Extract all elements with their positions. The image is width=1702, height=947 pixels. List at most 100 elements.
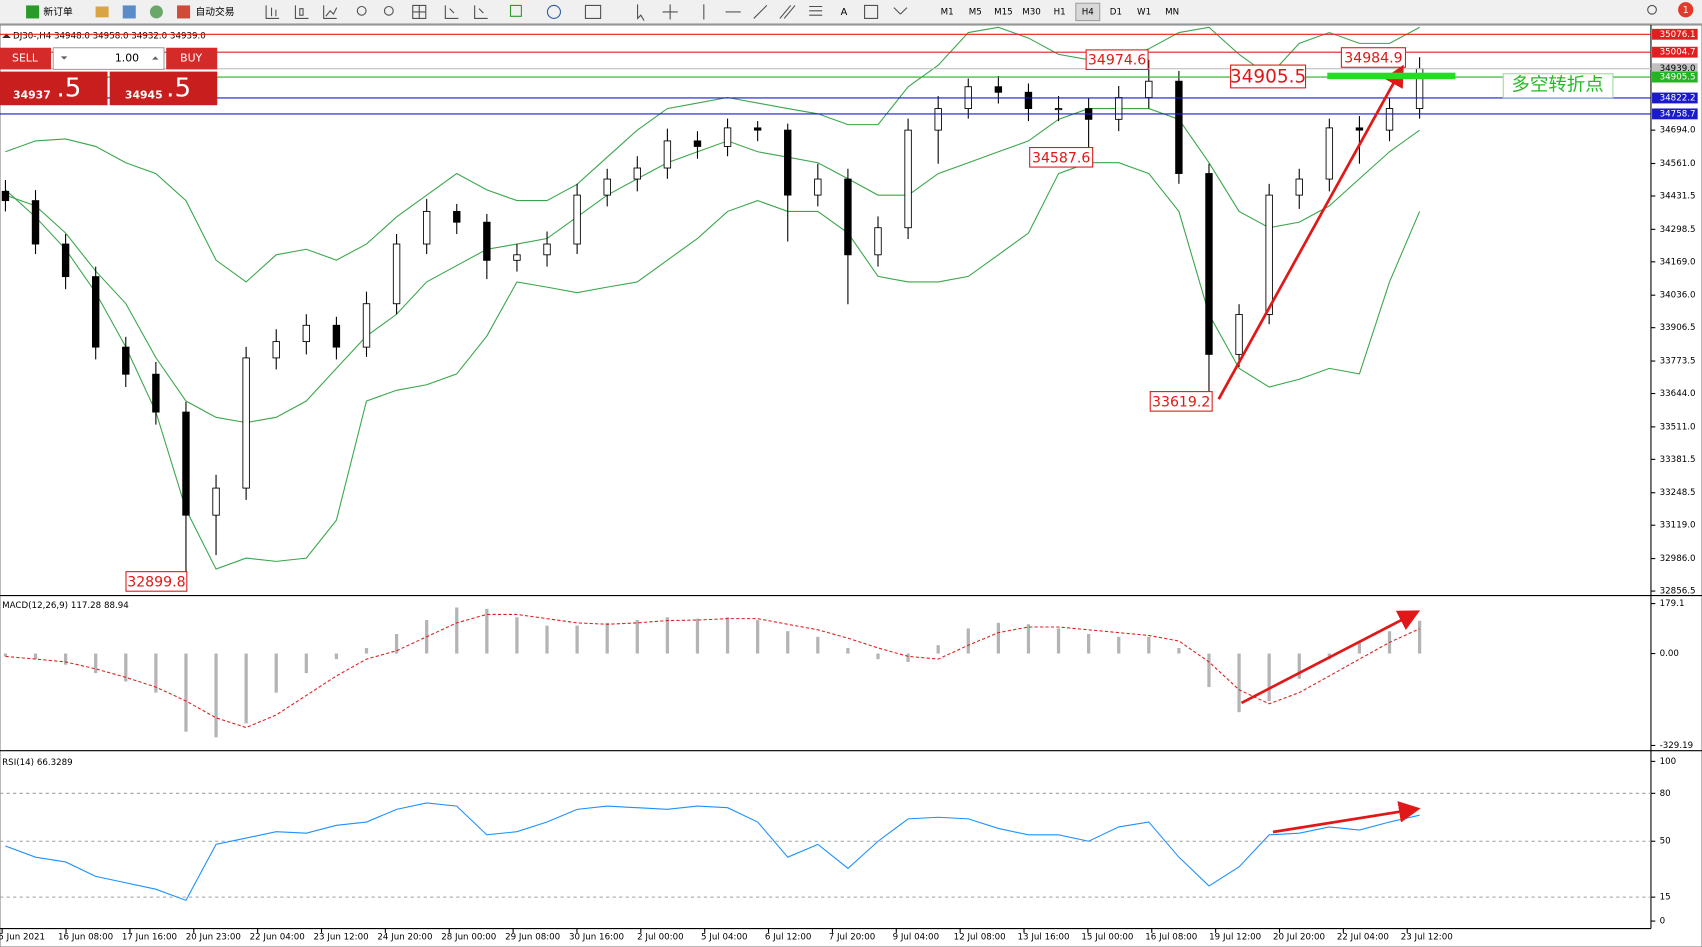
x-tick-label: 13 Jul 16:00 — [1018, 933, 1070, 943]
lot-down[interactable] — [60, 56, 68, 60]
buy-price[interactable]: 34945 — [125, 88, 163, 101]
tool-icon[interactable] — [122, 5, 136, 19]
candle-body — [332, 324, 341, 348]
timeframe-button[interactable]: M15 — [994, 7, 1013, 17]
candle-body — [513, 254, 521, 261]
sell-button[interactable] — [0, 47, 52, 70]
macd-bar — [936, 645, 940, 654]
x-tick-label: 23 Jun 12:00 — [313, 933, 368, 943]
line-icon[interactable] — [323, 5, 338, 19]
new-order-icon[interactable] — [26, 5, 40, 19]
candle-body — [1265, 194, 1273, 315]
candle-body — [242, 357, 250, 489]
lot-up[interactable] — [152, 56, 159, 60]
candle-body — [1145, 80, 1153, 98]
new-order-button[interactable]: 新订单 — [43, 5, 73, 18]
candle-body — [844, 178, 852, 256]
timeframe-button[interactable]: H4 — [1082, 7, 1095, 17]
timeframe-button[interactable]: W1 — [1137, 7, 1151, 17]
fibo-icon[interactable] — [809, 5, 823, 16]
candle-body — [302, 324, 311, 343]
macd-bar — [635, 620, 639, 654]
candle-body — [212, 487, 220, 516]
macd-bar — [695, 618, 700, 654]
bollinger-upper — [5, 26, 1420, 283]
sell-label[interactable]: SELL — [12, 52, 38, 65]
timeframe-button[interactable]: H1 — [1054, 7, 1066, 17]
x-tick-label: 12 Jul 08:00 — [954, 933, 1006, 943]
timeframe-button[interactable]: MN — [1165, 7, 1179, 17]
cursor-icon[interactable] — [637, 4, 645, 21]
candle-body — [272, 341, 280, 359]
price-level-label: 34905.5 — [1660, 73, 1696, 83]
candle-body — [453, 210, 461, 223]
zoom-out-icon[interactable] — [383, 5, 394, 16]
price-level-label: 34822.2 — [1660, 93, 1696, 103]
candle-body — [61, 243, 70, 278]
timeframe-button[interactable]: D1 — [1110, 7, 1122, 17]
notification-badge[interactable] — [1678, 2, 1694, 18]
y-tick-label: 33644.0 — [1660, 389, 1696, 399]
crosshair-icon[interactable] — [662, 4, 678, 20]
candle-icon[interactable] — [294, 5, 309, 19]
auto-trade-icon[interactable] — [177, 5, 191, 19]
notification-count[interactable]: 1 — [1683, 5, 1689, 16]
candle-body — [693, 140, 702, 147]
lot-field[interactable] — [52, 47, 165, 70]
candle-body — [422, 210, 431, 245]
macd-bar — [966, 628, 970, 654]
rsi-header: RSI(14) 66.3289 — [2, 758, 73, 768]
candle-body — [483, 221, 491, 261]
bollinger-lower — [5, 162, 1421, 570]
lot-value[interactable]: 1.00 — [115, 52, 139, 65]
buy-pips[interactable]: .5 — [166, 73, 191, 103]
sell-price[interactable]: 34937 — [13, 88, 51, 101]
candle-body — [1115, 97, 1123, 120]
candle-body — [874, 227, 882, 256]
sell-price-box[interactable] — [0, 71, 108, 106]
x-tick-label: 22 Jun 04:00 — [250, 933, 305, 943]
y-tick-label: 34036.0 — [1660, 291, 1696, 301]
macd-bar — [364, 647, 369, 654]
macd-bar — [786, 631, 790, 654]
indicators-icon[interactable] — [509, 4, 522, 17]
y-tick-label: 34298.5 — [1660, 225, 1696, 235]
candle-body — [723, 127, 732, 147]
timeframe-button[interactable]: M30 — [1022, 7, 1041, 17]
timeframe-button[interactable]: M5 — [969, 7, 982, 17]
macd-bar — [1056, 628, 1061, 654]
tile-icon[interactable] — [412, 4, 427, 19]
label-icon[interactable] — [864, 4, 879, 19]
zoom-in-icon[interactable] — [356, 5, 367, 16]
candle-body — [1295, 178, 1303, 196]
templates-icon[interactable] — [584, 4, 602, 19]
buy-button[interactable] — [166, 47, 218, 70]
sell-pips[interactable]: .5 — [56, 73, 81, 103]
channel-icon[interactable] — [779, 5, 796, 19]
scroll-icon[interactable] — [444, 5, 459, 19]
x-tick-label: 20 Jul 20:00 — [1273, 933, 1325, 943]
price-level-label: 34939.0 — [1660, 64, 1696, 74]
bar-chart-icon[interactable] — [265, 5, 280, 19]
y-tick-label: 34169.0 — [1660, 257, 1696, 267]
macd-bar — [304, 653, 308, 674]
arrows-icon[interactable] — [893, 7, 908, 15]
buy-label[interactable]: BUY — [180, 52, 202, 65]
shift-icon[interactable] — [474, 5, 488, 19]
active-timeframe[interactable] — [1075, 2, 1101, 22]
tool-icon[interactable] — [149, 5, 163, 19]
text-tool[interactable]: A — [841, 7, 848, 18]
rsi-line — [5, 802, 1420, 902]
auto-trade-button[interactable]: 自动交易 — [196, 5, 235, 18]
trendline-icon[interactable] — [753, 5, 768, 19]
candle-body — [1355, 127, 1364, 131]
macd-bar — [485, 608, 489, 654]
periods-icon[interactable] — [546, 4, 561, 19]
tool-icon[interactable] — [95, 6, 109, 18]
buy-price-box[interactable] — [109, 71, 218, 106]
timeframe-button[interactable]: M1 — [941, 7, 954, 17]
x-tick-label: 23 Jul 12:00 — [1401, 933, 1453, 943]
search-icon[interactable] — [1647, 4, 1657, 15]
candle-body — [784, 129, 792, 196]
